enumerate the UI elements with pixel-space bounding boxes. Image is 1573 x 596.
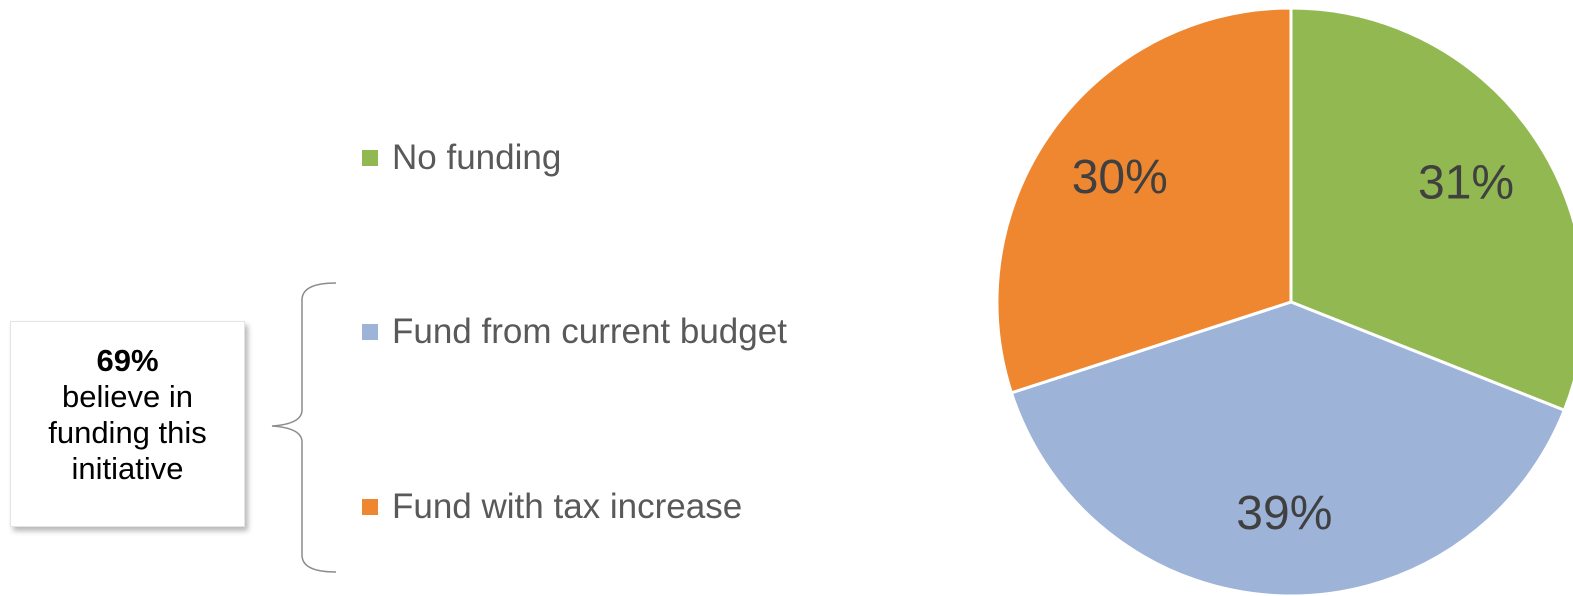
legend-swatch: [362, 499, 378, 515]
callout-percent: 69%: [96, 343, 159, 378]
legend-label: Fund from current budget: [392, 312, 787, 351]
pie-label-no-funding: 31%: [1418, 157, 1514, 210]
pie-slice-no-funding: [1289, 6, 1573, 413]
pie-label-tax-increase: 30%: [1072, 151, 1168, 204]
pie-label-current-budget: 39%: [1236, 487, 1332, 540]
legend-item-no-funding: No funding: [362, 138, 561, 178]
funding-support-callout: 69% believe in funding this initiative: [10, 321, 245, 527]
legend-swatch: [362, 150, 378, 166]
legend-item-tax-increase: Fund with tax increase: [362, 487, 742, 527]
pie-slice-tax-increase: [995, 6, 1293, 395]
legend-label: No funding: [392, 138, 562, 177]
callout-text: believe in funding this initiative: [48, 379, 207, 486]
legend-label: Fund with tax increase: [392, 487, 743, 526]
legend-item-current-budget: Fund from current budget: [362, 312, 787, 352]
legend-swatch: [362, 324, 378, 340]
